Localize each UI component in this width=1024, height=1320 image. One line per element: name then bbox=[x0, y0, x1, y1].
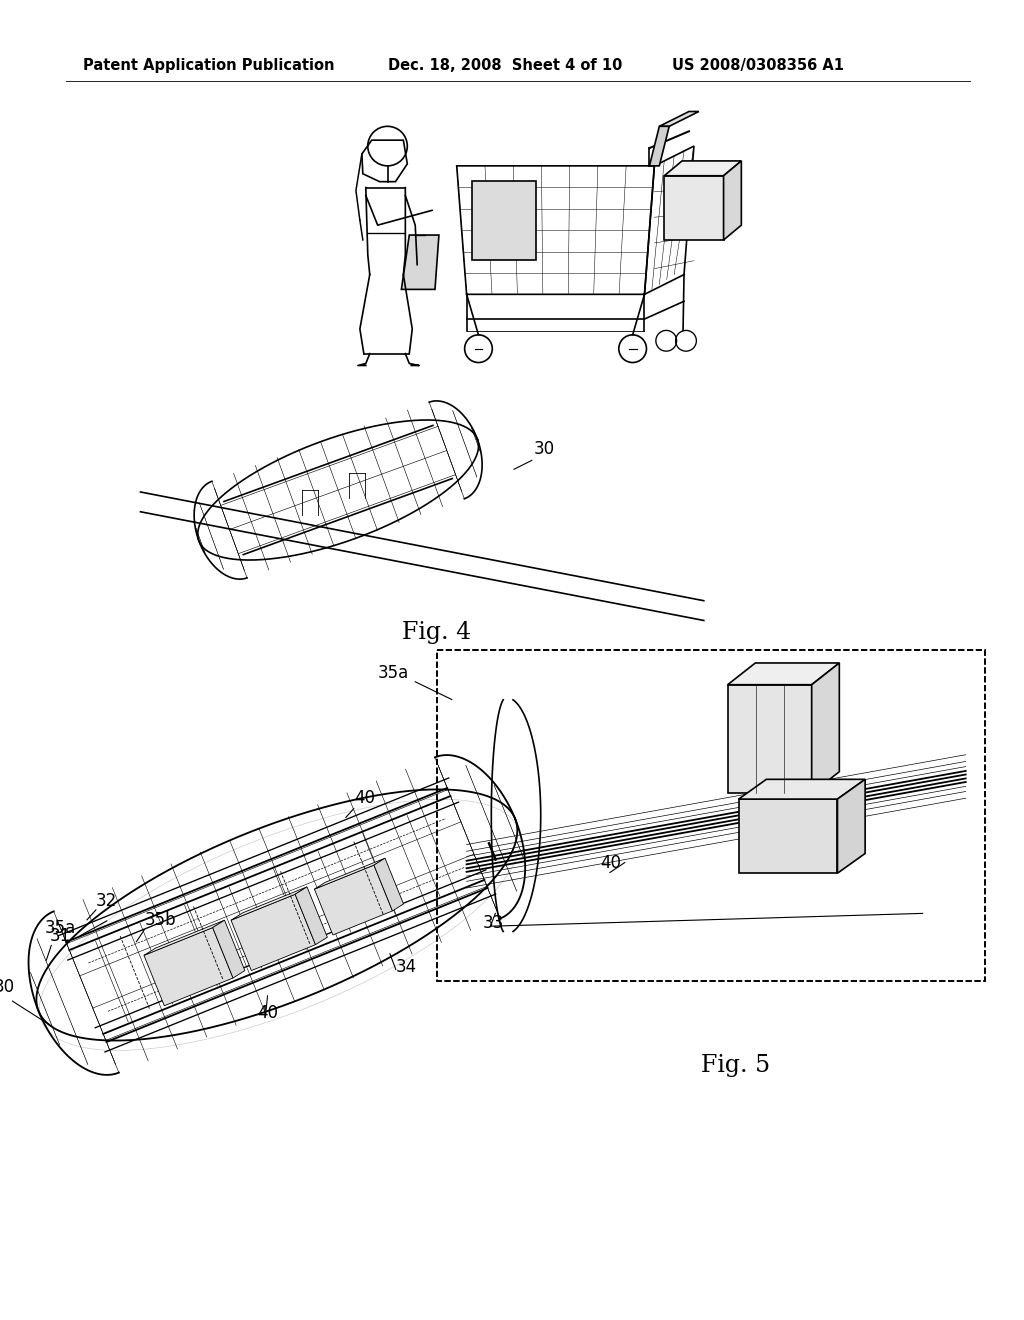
Polygon shape bbox=[738, 799, 838, 874]
Text: 30: 30 bbox=[534, 441, 555, 458]
Bar bbox=[437, 651, 985, 981]
Text: 35a: 35a bbox=[45, 919, 76, 937]
Text: 40: 40 bbox=[600, 854, 621, 871]
Polygon shape bbox=[728, 663, 840, 685]
Polygon shape bbox=[231, 894, 315, 970]
Text: 40: 40 bbox=[258, 1003, 279, 1022]
Polygon shape bbox=[401, 235, 439, 289]
Text: 30: 30 bbox=[0, 978, 14, 997]
Polygon shape bbox=[724, 161, 741, 240]
Text: Dec. 18, 2008  Sheet 4 of 10: Dec. 18, 2008 Sheet 4 of 10 bbox=[387, 58, 622, 73]
Polygon shape bbox=[314, 858, 385, 890]
Polygon shape bbox=[665, 161, 741, 176]
Text: 35a: 35a bbox=[378, 664, 409, 682]
Bar bbox=[437, 651, 985, 981]
Polygon shape bbox=[728, 685, 812, 793]
Text: 31: 31 bbox=[49, 928, 71, 945]
Text: 32: 32 bbox=[96, 892, 117, 909]
Polygon shape bbox=[314, 865, 392, 935]
Polygon shape bbox=[812, 663, 840, 793]
Text: Fig. 4: Fig. 4 bbox=[402, 620, 472, 644]
Bar bbox=[471, 181, 536, 260]
Polygon shape bbox=[649, 127, 670, 166]
Polygon shape bbox=[295, 887, 328, 945]
Polygon shape bbox=[213, 920, 245, 978]
Text: 34: 34 bbox=[396, 957, 417, 975]
Polygon shape bbox=[738, 779, 865, 799]
Polygon shape bbox=[144, 920, 224, 956]
Bar bbox=[437, 651, 985, 981]
Text: 33: 33 bbox=[482, 915, 504, 932]
Text: Patent Application Publication: Patent Application Publication bbox=[83, 58, 335, 73]
Text: Fig. 5: Fig. 5 bbox=[700, 1053, 770, 1077]
Polygon shape bbox=[374, 858, 403, 911]
Text: US 2008/0308356 A1: US 2008/0308356 A1 bbox=[672, 58, 844, 73]
Text: 35b: 35b bbox=[144, 911, 176, 929]
Polygon shape bbox=[665, 176, 724, 240]
Polygon shape bbox=[144, 928, 233, 1006]
Polygon shape bbox=[659, 111, 698, 127]
Polygon shape bbox=[231, 887, 307, 920]
Text: 40: 40 bbox=[354, 788, 375, 807]
Polygon shape bbox=[838, 779, 865, 874]
